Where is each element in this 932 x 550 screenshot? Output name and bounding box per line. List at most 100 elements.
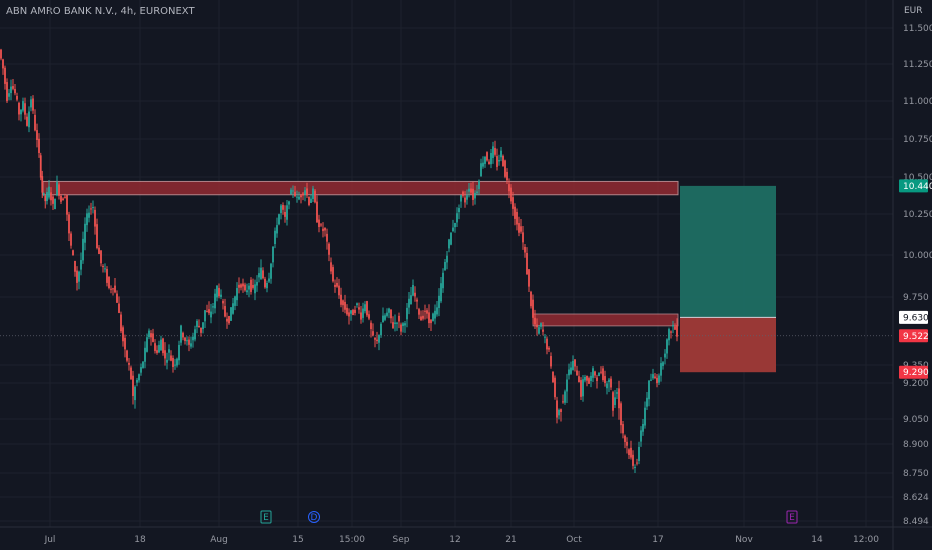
candle-body [506, 171, 508, 181]
candle-body [424, 310, 426, 312]
candle-body [546, 338, 548, 350]
candle-body [554, 377, 556, 398]
candle-body [528, 269, 530, 287]
candle-body [664, 353, 666, 358]
candle-body [30, 99, 32, 108]
candle-body [374, 337, 376, 340]
candle-body [324, 227, 326, 231]
candle-body [196, 320, 198, 327]
candle-body [448, 239, 450, 249]
candle-body [482, 162, 484, 167]
candle-body [22, 101, 24, 111]
time-tick-label: 14 [811, 535, 823, 545]
candle-body [452, 227, 454, 232]
candle-body [584, 376, 586, 381]
currency-label: EUR [904, 6, 923, 16]
candle-body [26, 116, 28, 126]
candle-body [132, 375, 134, 396]
candle-body [320, 224, 322, 226]
candle-body [548, 347, 550, 350]
event-marker-label: E [789, 513, 795, 523]
candle-body [386, 312, 388, 316]
candle-body [206, 311, 208, 313]
candle-body [226, 318, 228, 322]
candle-body [16, 96, 18, 100]
candle-body [288, 201, 290, 205]
candle-body [394, 322, 396, 324]
candle-body [450, 232, 452, 245]
candle-body [268, 278, 270, 282]
candle-body [544, 336, 546, 338]
candle-body [150, 333, 152, 338]
candle-body [96, 224, 98, 248]
candle-body [140, 367, 142, 373]
candle-body [670, 331, 672, 333]
candle-body [316, 201, 318, 223]
candle-body [474, 192, 476, 199]
candle-body [202, 322, 204, 330]
candle-body [20, 109, 22, 115]
candle-body [512, 197, 514, 209]
candle-body [672, 325, 674, 327]
candle-body [406, 307, 408, 320]
price-tick-label: 10.250 [903, 210, 932, 220]
candle-body [498, 160, 500, 162]
candle-body [126, 350, 128, 361]
price-label: 9.630 [903, 313, 929, 323]
time-tick-label: 15:00 [339, 535, 365, 545]
candle-body [676, 325, 678, 337]
candle-body [252, 284, 254, 288]
candle-body [220, 294, 222, 297]
candle-body [182, 332, 184, 338]
candle-body [438, 295, 440, 308]
candle-body [372, 331, 374, 336]
candle-body [246, 290, 248, 293]
candle-body [120, 314, 122, 332]
candle-body [258, 273, 260, 278]
price-tick-label: 10.750 [903, 135, 932, 145]
candle-body [650, 379, 652, 381]
candle-body [68, 214, 70, 234]
candle-body [416, 299, 418, 302]
candle-body [558, 409, 560, 416]
candle-body [662, 362, 664, 366]
candle-body [494, 148, 496, 155]
candle-body [212, 306, 214, 308]
candle-body [508, 184, 510, 192]
price-tick-label: 9.750 [903, 293, 929, 303]
candle-body [560, 409, 562, 413]
candle-body [538, 327, 540, 334]
candle-body [248, 285, 250, 290]
candle-body [380, 323, 382, 336]
chart-title: ABN AMRO BANK N.V., 4h, EURONEXT [6, 6, 195, 17]
candle-body [628, 449, 630, 455]
candle-body [322, 228, 324, 232]
candle-body [108, 276, 110, 289]
candle-body [162, 338, 164, 354]
candle-body [82, 238, 84, 261]
candle-body [492, 146, 494, 158]
candle-body [348, 312, 350, 317]
candle-body [50, 192, 52, 201]
price-tick-label: 11.500 [903, 24, 932, 34]
candle-body [660, 363, 662, 376]
candle-body [480, 163, 482, 177]
time-tick-label: Sep [393, 535, 410, 545]
time-tick-label: Aug [210, 535, 228, 545]
candle-body [234, 296, 236, 306]
candle-body [468, 188, 470, 192]
candle-body [638, 446, 640, 461]
candle-body [194, 329, 196, 340]
price-label: 9.290 [903, 368, 929, 378]
candle-body [520, 226, 522, 232]
candle-body [144, 347, 146, 362]
candle-body [64, 196, 66, 198]
candle-body [376, 339, 378, 342]
candle-body [610, 378, 612, 388]
candle-body [486, 152, 488, 161]
candle-body [402, 323, 404, 327]
candle-body [428, 312, 430, 324]
candle-body [620, 403, 622, 426]
candle-body [346, 307, 348, 315]
